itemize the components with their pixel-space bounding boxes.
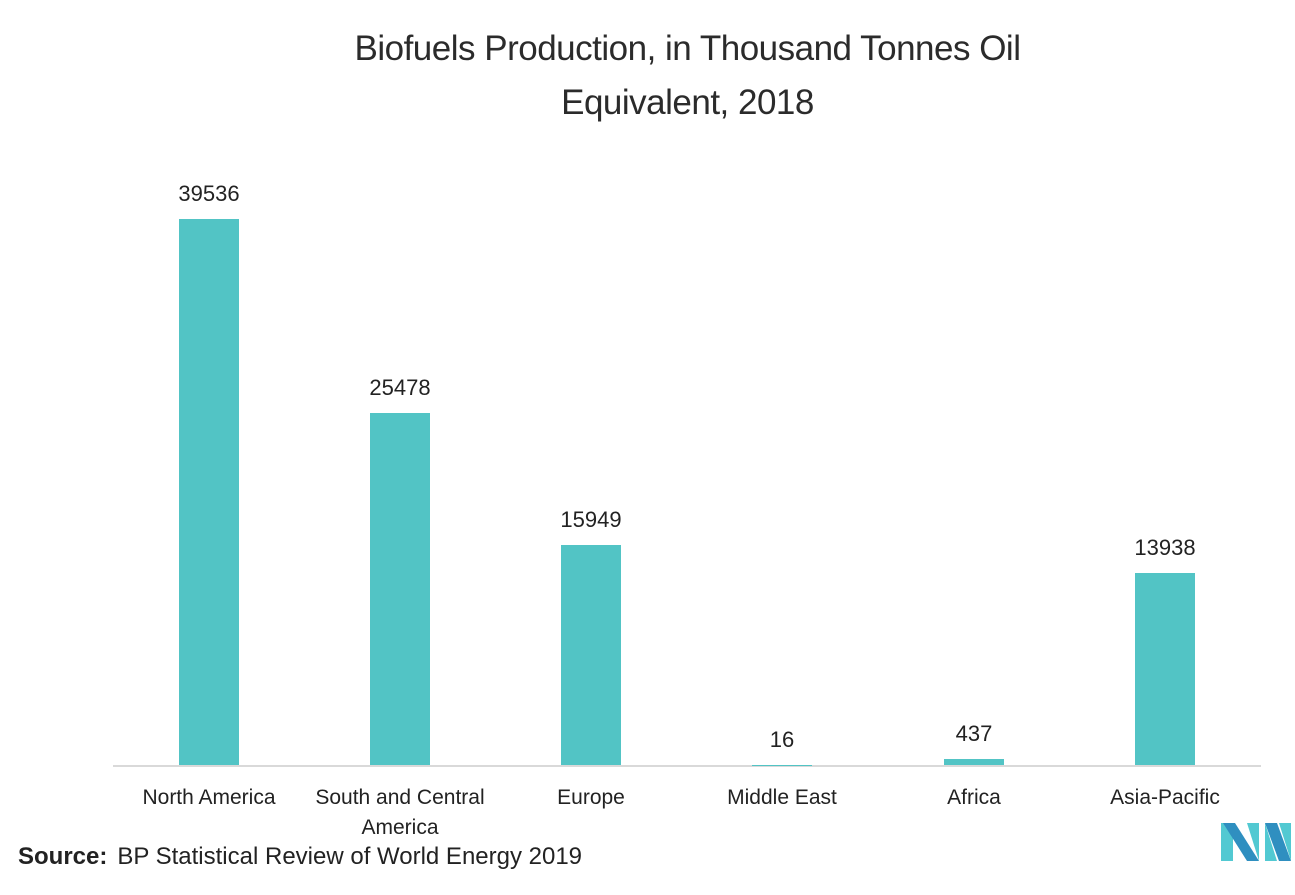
x-axis-category-label: Asia-Pacific	[1110, 786, 1220, 809]
x-axis-category-label: North America	[142, 786, 276, 809]
data-label: 13938	[1134, 534, 1196, 560]
data-label: 16	[769, 726, 795, 752]
x-axis-category-label: Middle East	[727, 786, 837, 809]
chart-title-line-1: Biofuels Production, in Thousand Tonnes …	[354, 29, 1021, 68]
x-axis-baseline	[113, 765, 1261, 767]
data-label: 15949	[560, 506, 622, 532]
source-text: BP Statistical Review of World Energy 20…	[117, 843, 583, 870]
bar-europe	[561, 544, 621, 765]
x-axis-category-label: South and Central America	[315, 786, 485, 839]
x-axis-category-label: Africa	[947, 786, 1001, 809]
bar-south-and-central-america	[370, 413, 430, 765]
data-label: 437	[955, 720, 993, 746]
x-axis-category-label: Europe	[557, 786, 625, 809]
mordor-intelligence-logo-icon	[1221, 823, 1291, 861]
bar-north-america	[179, 219, 239, 765]
chart-title-line-2: Equivalent, 2018	[561, 83, 814, 122]
bar-asia-pacific	[1135, 572, 1195, 765]
data-label: 39536	[178, 181, 240, 206]
data-label: 25478	[369, 375, 431, 401]
chart-title: Biofuels Production, in Thousand Tonnes …	[0, 22, 1295, 130]
source-label: Source:	[18, 843, 108, 870]
source-note: Source: BP Statistical Review of World En…	[18, 843, 582, 871]
bar-africa	[944, 758, 1004, 765]
